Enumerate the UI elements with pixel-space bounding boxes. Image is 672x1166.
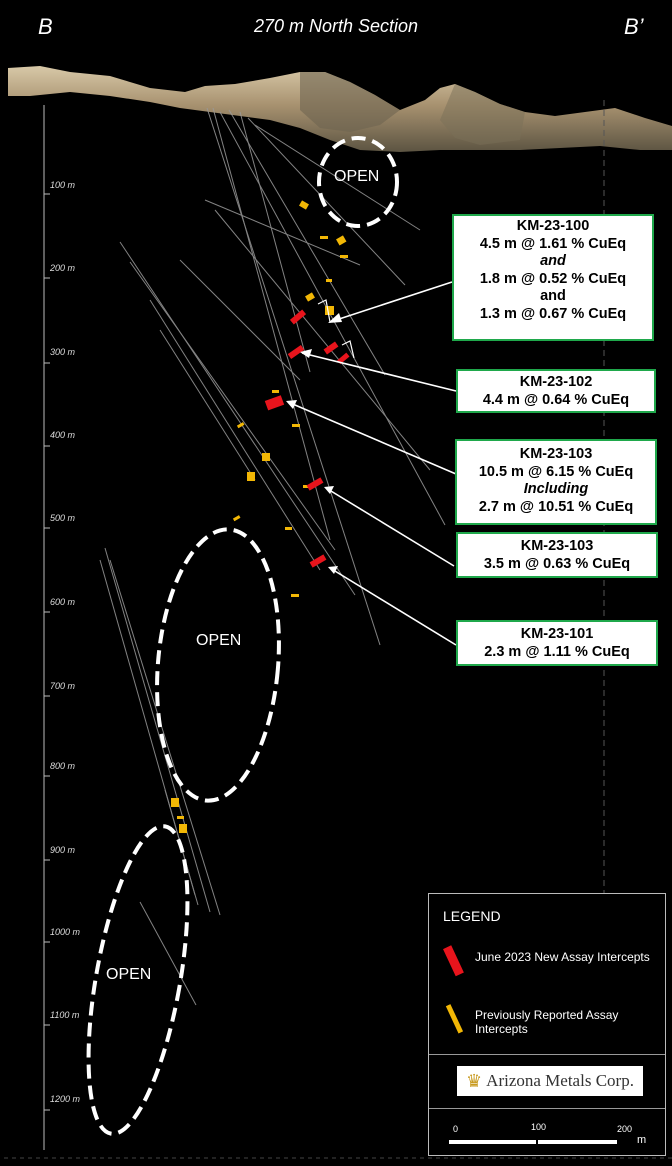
scale-label: 200	[617, 1124, 633, 1134]
callout-km-23-102: KM-23-102 4.4 m @ 0.64 % CuEq	[456, 369, 656, 413]
open-zone-label: OPEN	[196, 632, 242, 649]
previous-intercepts	[171, 200, 348, 833]
depth-label: 900 m	[50, 845, 76, 855]
scale-label: 0	[453, 1124, 459, 1134]
depth-label: 600 m	[50, 597, 76, 607]
company-logo-text: Arizona Metals Corp.	[486, 1071, 634, 1090]
company-logo: ♛ Arizona Metals Corp.	[457, 1066, 643, 1096]
legend-panel: LEGEND June 2023 New Assay Intercepts Pr…	[428, 893, 666, 1156]
new-intercept-swatch-icon	[443, 945, 464, 977]
intercept-bracket	[341, 340, 355, 359]
open-zone-outline	[155, 527, 281, 803]
depth-label: 1000 m	[50, 927, 81, 937]
depth-label: 400 m	[50, 430, 76, 440]
section-end-label: B’	[624, 14, 644, 39]
section-start-label: B	[38, 14, 53, 39]
crown-icon: ♛	[466, 1070, 483, 1091]
callout-line: 1.8 m @ 0.52 % CuEq	[479, 270, 627, 287]
depth-label: 700 m	[50, 681, 76, 691]
legend-divider	[429, 1108, 665, 1109]
scale-bar	[449, 1138, 617, 1146]
open-zone-label: OPEN	[106, 966, 152, 983]
open-zone-outline	[86, 824, 190, 1136]
callout-hole-id: KM-23-101	[520, 626, 594, 642]
callout-km-23-101: KM-23-101 2.3 m @ 1.11 % CuEq	[456, 620, 658, 666]
legend-divider	[429, 1054, 665, 1055]
callout-km-23-103-b: KM-23-103 3.5 m @ 0.63 % CuEq	[456, 532, 658, 578]
callout-km-23-103-a: KM-23-103 10.5 m @ 6.15 % CuEq Including…	[455, 439, 657, 525]
callout-line: 4.5 m @ 1.61 % CuEq	[479, 235, 627, 252]
callout-line: 1.3 m @ 0.67 % CuEq	[479, 305, 627, 322]
depth-label: 1100 m	[50, 1010, 80, 1020]
callout-km-23-100: KM-23-100 4.5 m @ 1.61 % CuEq and 1.8 m …	[452, 214, 654, 341]
open-zone-outline	[317, 136, 399, 228]
callout-line: 10.5 m @ 6.15 % CuEq	[478, 463, 634, 480]
callout-line: and	[540, 253, 566, 269]
depth-label: 1200 m	[50, 1094, 81, 1104]
new-intercepts	[264, 309, 350, 568]
terrain-ridge-shadow	[440, 84, 525, 145]
depth-label: 200 m	[50, 263, 76, 273]
open-zone-label: OPEN	[334, 168, 380, 185]
depth-label: 300 m	[50, 347, 76, 357]
callout-line: 2.7 m @ 10.51 % CuEq	[478, 498, 634, 515]
callout-line: 3.5 m @ 0.63 % CuEq	[483, 555, 631, 572]
previous-intercept-swatch-icon	[445, 1004, 464, 1034]
leader-lines	[287, 281, 457, 646]
callout-line: and	[540, 288, 566, 304]
callout-line: 4.4 m @ 0.64 % CuEq	[482, 391, 630, 408]
callout-hole-id: KM-23-100	[516, 218, 590, 234]
depth-label: 500 m	[50, 513, 76, 523]
scale-unit: m	[637, 1134, 647, 1146]
callout-hole-id: KM-23-102	[519, 374, 593, 390]
depth-label: 800 m	[50, 761, 76, 771]
leader-arrowheads	[286, 313, 342, 574]
callout-hole-id: KM-23-103	[520, 538, 594, 554]
legend-previous-label: Previously Reported Assay Intercepts	[475, 1008, 619, 1036]
depth-ticks	[44, 193, 50, 1111]
legend-new-label: June 2023 New Assay Intercepts	[475, 950, 650, 964]
depth-label: 100 m	[50, 180, 76, 190]
scale-label: 100	[531, 1122, 547, 1132]
drill-traces	[99, 107, 446, 1006]
section-title: 270 m North Section	[253, 16, 419, 36]
legend-title: LEGEND	[443, 908, 501, 924]
callout-hole-id: KM-23-103	[519, 446, 593, 462]
terrain-ridge-shadow	[300, 72, 400, 132]
callout-line: 2.3 m @ 1.11 % CuEq	[484, 643, 630, 660]
callout-line: Including	[523, 481, 589, 497]
